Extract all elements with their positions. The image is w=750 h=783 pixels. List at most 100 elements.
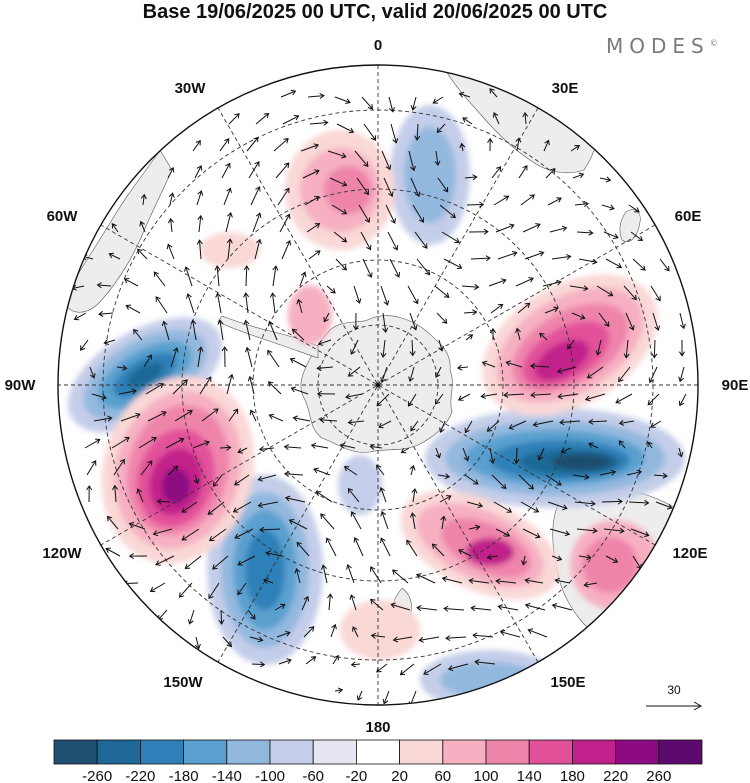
wind-arrow [316, 491, 333, 503]
wind-arrowhead [532, 421, 538, 428]
wind-arrowhead [566, 253, 572, 260]
wind-arrowhead [168, 192, 175, 198]
wind-arrow [383, 177, 393, 197]
wind-arrow [463, 311, 477, 314]
wind-arrow [307, 95, 324, 98]
wind-arrowhead [105, 547, 111, 553]
wind-arrow [411, 339, 414, 356]
wind-arrowhead [416, 573, 422, 579]
wind-arrow [114, 485, 117, 503]
wind-arrow [493, 112, 500, 125]
wind-arrow [560, 420, 581, 423]
wind-arrow [118, 390, 137, 395]
wind-arrowhead [462, 117, 468, 123]
wind-arrowhead [217, 319, 224, 325]
wind-arrowhead [456, 263, 463, 270]
wind-arrow [482, 361, 496, 368]
wind-arrowhead [314, 223, 321, 229]
wind-arrow [249, 376, 255, 395]
wind-arrow [223, 188, 231, 206]
wind-arrowhead [557, 393, 563, 400]
brand-copyright: © [709, 38, 718, 48]
wind-arrowhead [237, 448, 244, 454]
wind-arrowhead [584, 395, 591, 402]
wind-arrowhead [166, 243, 173, 250]
wind-arrow [219, 138, 230, 152]
wind-arrow [296, 568, 301, 584]
wind-arrowhead [380, 537, 386, 544]
wind-arrowhead [410, 105, 417, 111]
wind-arrow [381, 511, 389, 530]
wind-arrowhead [434, 372, 441, 379]
wind-arrowhead [500, 278, 507, 285]
wind-arrowhead [111, 223, 117, 229]
wind-arrowhead [263, 578, 269, 584]
wind-arrow [107, 516, 119, 530]
wind-arrowhead [321, 564, 327, 570]
wind-arrow [113, 459, 125, 476]
wind-arrow [445, 636, 467, 639]
wind-arrowhead [470, 605, 476, 612]
wind-arrowhead [524, 302, 531, 308]
wind-arrow [170, 218, 173, 233]
wind-arrow [80, 339, 89, 351]
wind-arrowhead [125, 304, 132, 310]
wind-arrow [258, 474, 277, 481]
wind-arrowhead [379, 486, 386, 493]
wind-arrow [201, 408, 219, 422]
wind-arrow [458, 393, 471, 401]
wind-arrow [468, 526, 480, 530]
wind-arrowhead [489, 458, 496, 464]
wind-arrowhead [605, 176, 612, 183]
wind-arrowhead [190, 319, 197, 325]
wind-arrow [269, 414, 284, 422]
wind-arrow [410, 177, 420, 197]
wind-arrowhead [509, 223, 515, 230]
wind-arrowhead [457, 395, 464, 401]
wind-arrowhead [538, 250, 545, 257]
wind-arrow [198, 215, 202, 233]
reference-vector-label: 30 [667, 683, 681, 697]
wind-arrow [557, 366, 577, 373]
wind-arrow [93, 417, 112, 422]
wind-arrowhead [197, 346, 204, 352]
wind-arrowhead [385, 164, 392, 171]
wind-arrowhead [474, 283, 480, 290]
wind-arrow [227, 239, 231, 260]
wind-arrow [416, 574, 436, 584]
wind-arrow [217, 293, 222, 314]
wind-arrow [603, 528, 624, 532]
wind-arrowhead [477, 502, 484, 509]
wind-arrow [219, 320, 224, 341]
wind-arrow [518, 165, 528, 179]
wind-arrowhead [654, 325, 661, 331]
wind-arrow [628, 204, 640, 213]
wind-arrowhead [133, 328, 139, 335]
wind-arrowhead [432, 98, 439, 104]
wind-arrowhead [380, 352, 387, 359]
wind-arrowhead [643, 531, 650, 537]
wind-arrow [605, 555, 618, 563]
wind-arrowhead [560, 447, 567, 454]
wind-arrowhead [616, 262, 623, 269]
wind-arrowhead [617, 498, 623, 505]
wind-arrowhead [319, 92, 325, 99]
wind-arrowhead [535, 223, 541, 229]
wind-arrowhead [286, 658, 292, 665]
wind-arrow [470, 257, 491, 260]
wind-arrowhead [613, 233, 619, 240]
longitude-labels: 0 30E 60E 90E 120E 150E 180 150W 120W 90… [5, 37, 749, 736]
wind-arrowhead [182, 379, 188, 385]
wind-arrow [303, 626, 315, 638]
wind-arrow [275, 162, 290, 179]
wind-arrow [335, 258, 347, 271]
wind-arrow [142, 194, 145, 206]
wind-arrowhead [480, 393, 486, 399]
wind-arrowhead [472, 632, 478, 639]
wind-arrow [434, 285, 450, 298]
wind-arrowhead [128, 521, 135, 528]
wind-arrowhead [208, 593, 214, 600]
wind-arrowhead [195, 139, 201, 146]
wind-arrow [246, 137, 259, 152]
wind-arrowhead [313, 143, 320, 150]
